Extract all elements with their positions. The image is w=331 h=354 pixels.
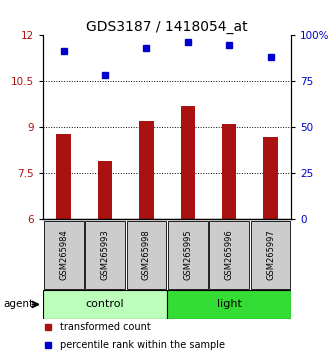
Bar [263,137,278,219]
Text: GSM265984: GSM265984 [59,229,68,280]
Text: control: control [86,299,124,309]
Bar [251,221,291,289]
Bar [222,124,236,219]
Text: GSM265993: GSM265993 [101,229,110,280]
Bar [44,221,83,289]
Text: GSM265996: GSM265996 [225,229,234,280]
Text: agent: agent [3,299,33,309]
Text: GSM265998: GSM265998 [142,229,151,280]
Text: transformed count: transformed count [61,322,151,332]
Bar [57,133,71,219]
Bar [98,161,112,219]
Bar [168,221,208,289]
Bar [126,221,166,289]
Bar [85,221,125,289]
Bar [43,290,167,319]
Bar [181,106,195,219]
Text: light: light [217,299,242,309]
Text: GSM265997: GSM265997 [266,229,275,280]
Text: percentile rank within the sample: percentile rank within the sample [61,340,225,350]
Text: GSM265995: GSM265995 [183,229,192,280]
Bar [167,290,291,319]
Bar [210,221,249,289]
Title: GDS3187 / 1418054_at: GDS3187 / 1418054_at [86,21,248,34]
Bar [139,121,154,219]
